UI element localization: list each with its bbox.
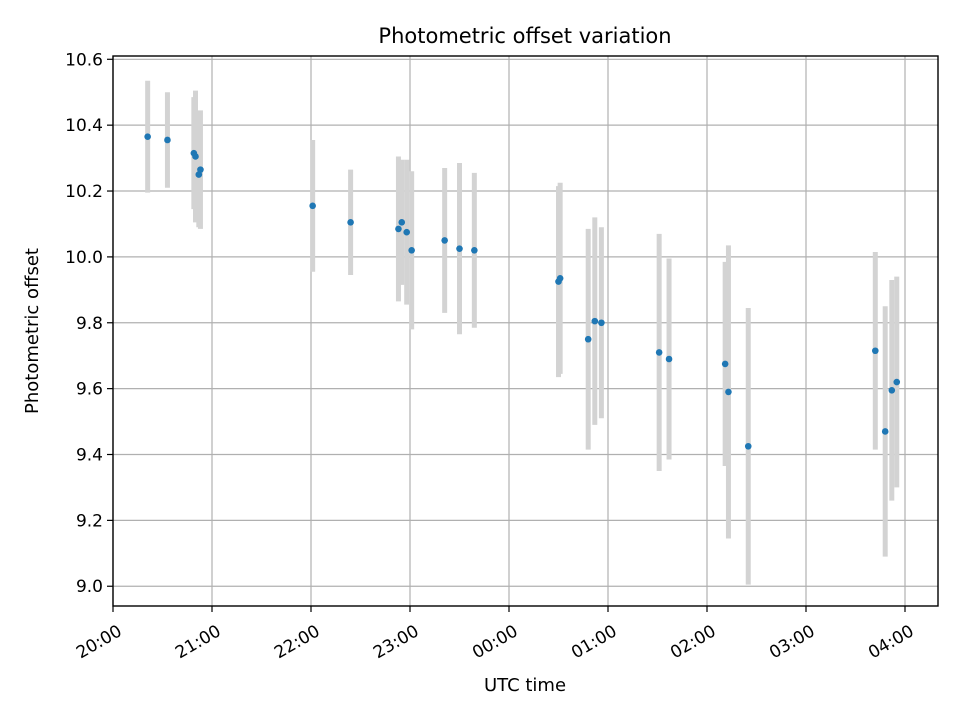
y-axis-title: Photometric offset [22,248,43,414]
data-point [398,219,406,226]
point-layer [144,133,901,450]
data-point [665,355,673,363]
x-axis-title: UTC time [484,675,566,696]
plot-frame [112,55,939,607]
x-tick-label: 20:00 [73,621,125,663]
y-tick-label: 10.6 [65,50,103,70]
data-point [441,237,448,244]
data-point [471,247,478,254]
chart-title: Photometric offset variation [378,24,671,48]
x-tick-label: 01:00 [568,621,620,663]
data-point [144,133,151,140]
data-point [655,349,663,356]
data-point [556,275,564,282]
y-tick-label: 10.4 [65,116,103,136]
x-tick-label: 04:00 [865,621,917,663]
data-point [192,153,199,160]
x-tick-label: 02:00 [667,621,719,663]
data-point [725,388,732,396]
data-point [456,245,463,252]
y-tick-label: 9.0 [76,577,103,597]
y-tick-label: 9.4 [76,446,103,466]
data-point [584,335,592,343]
x-axis-ticks: 20:00 21:00 22:00 23:00 00:00 01:00 02:00 03:00… [73,606,918,663]
data-point [744,442,752,450]
data-point [403,228,411,236]
data-point [408,247,415,254]
errorbar-layer [145,80,900,585]
data-point [395,225,402,233]
x-tick-label: 21:00 [172,621,224,663]
data-point [598,319,605,327]
y-tick-label: 9.2 [76,511,103,531]
x-tick-label: 22:00 [271,621,323,663]
data-point [872,347,879,355]
data-point [197,166,204,173]
data-point [888,386,896,394]
y-tick-label: 10.2 [65,182,103,202]
data-point [309,202,316,210]
data-point [591,317,599,325]
y-tick-label: 9.8 [76,314,103,334]
x-tick-label: 23:00 [370,621,422,663]
x-tick-label: 00:00 [469,621,521,663]
data-point [721,360,729,368]
y-tick-label: 10.0 [65,248,103,268]
y-axis-ticks: 9.0 9.2 9.4 9.6 9.8 10.0 10.2 10.4 10.6 [65,50,113,597]
data-point [347,219,354,226]
grid-layer [112,56,938,606]
data-point [893,378,901,386]
data-point [881,428,889,435]
data-point [164,136,171,144]
x-tick-label: 03:00 [766,621,818,663]
y-tick-label: 9.6 [76,380,103,400]
